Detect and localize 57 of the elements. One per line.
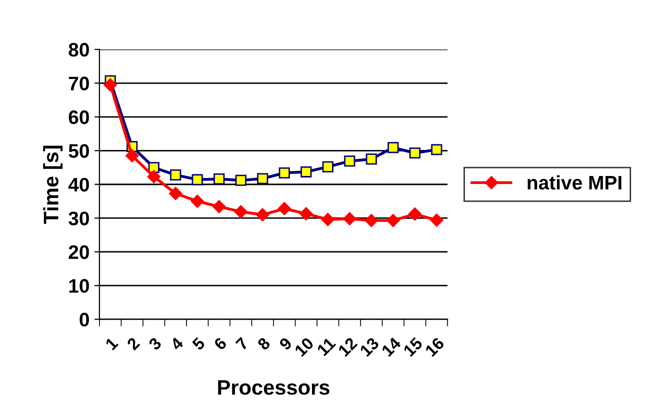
point <box>344 156 356 167</box>
x-tick-label: 15 <box>402 336 424 357</box>
point <box>125 149 139 162</box>
x-tick-label: 5 <box>192 336 206 351</box>
point <box>431 144 442 156</box>
y-tick-label: 10 <box>69 279 89 293</box>
x-tick-label: 14 <box>381 336 402 357</box>
point <box>257 173 268 184</box>
point <box>190 194 204 208</box>
x-tick-label: 10 <box>294 336 314 357</box>
point <box>256 208 270 222</box>
point <box>235 174 246 186</box>
point <box>388 142 399 154</box>
y-axis-title: Time [s] <box>43 146 63 224</box>
x-tick-label: 13 <box>359 336 380 358</box>
point <box>278 202 291 216</box>
x-tick-label: 6 <box>213 336 228 351</box>
y-tick-label: 50 <box>68 144 89 158</box>
point <box>343 212 356 226</box>
x-tick-label: 7 <box>235 336 249 351</box>
y-tick-label: 20 <box>68 245 89 260</box>
x-tick-label: 9 <box>278 336 293 351</box>
point <box>169 186 182 200</box>
x-tick-label: 3 <box>148 336 162 351</box>
point <box>212 200 226 214</box>
legend-label: native MPI <box>528 175 622 190</box>
y-tick-label: 40 <box>68 178 89 192</box>
point <box>366 154 377 165</box>
point <box>214 173 225 185</box>
y-tick-label: 0 <box>80 312 89 327</box>
y-tick-label: 60 <box>68 110 89 124</box>
point <box>147 170 160 184</box>
point <box>278 167 290 178</box>
x-tick-label: 2 <box>126 336 140 351</box>
point <box>300 166 312 178</box>
point <box>234 205 248 218</box>
point <box>322 161 334 172</box>
point <box>321 212 334 226</box>
point <box>430 214 444 227</box>
y-tick-label: 30 <box>68 212 89 226</box>
x-axis-title: Processors <box>218 380 330 395</box>
x-tick-label: 8 <box>256 336 271 351</box>
x-tick-label: 4 <box>170 336 184 351</box>
y-tick-label: 70 <box>68 76 89 90</box>
point <box>300 207 313 220</box>
x-tick-label: 1 <box>104 336 119 350</box>
point <box>408 207 422 221</box>
point <box>192 174 203 186</box>
point <box>364 214 378 228</box>
point <box>409 147 420 159</box>
x-tick-label: 12 <box>338 336 358 357</box>
point <box>104 78 117 92</box>
point <box>386 214 400 228</box>
x-tick-label: 11 <box>316 336 336 356</box>
x-tick-label: 16 <box>424 336 445 357</box>
point <box>170 169 182 180</box>
y-tick-label: 80 <box>68 42 89 57</box>
